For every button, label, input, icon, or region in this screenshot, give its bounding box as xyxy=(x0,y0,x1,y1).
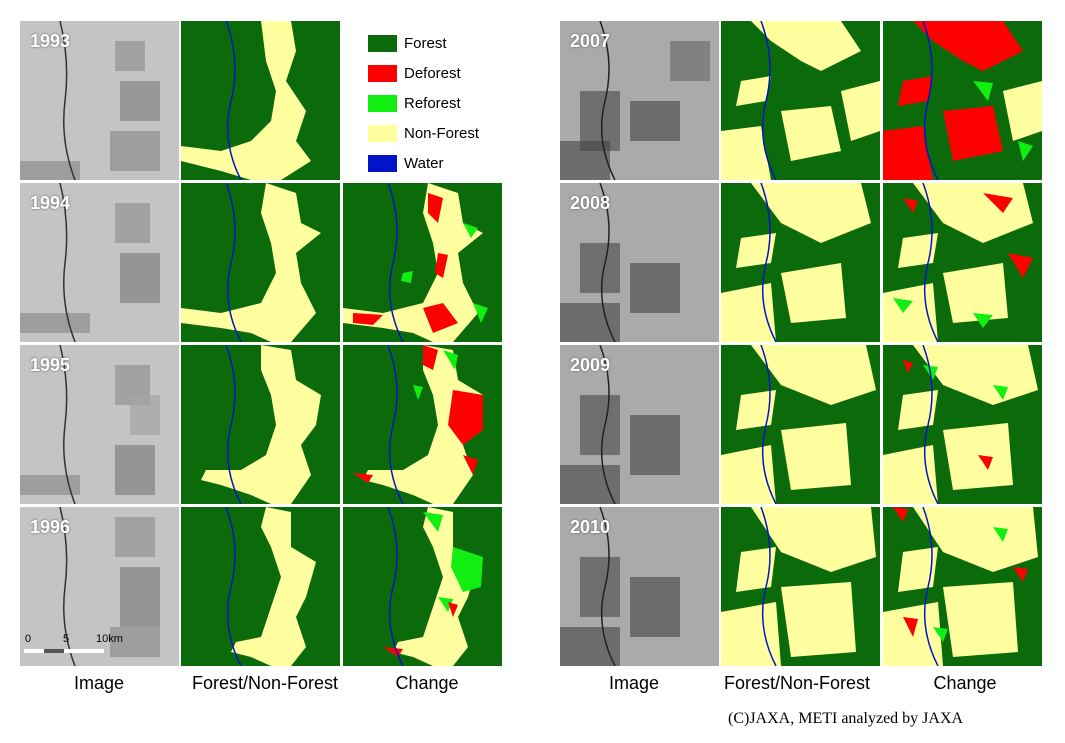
caption-forest-left: Forest/Non-Forest xyxy=(191,673,339,693)
change-map-2009 xyxy=(883,345,1042,504)
swatch-water xyxy=(368,154,397,172)
change-map-2008 xyxy=(883,183,1042,342)
legend-label: Forest xyxy=(404,34,447,52)
change-map-1994 xyxy=(343,183,502,342)
year-label: 2010 xyxy=(570,517,611,537)
year-label: 2009 xyxy=(570,355,611,375)
swatch-reforest xyxy=(368,94,397,112)
change-map-1996 xyxy=(343,507,502,666)
legend-item-deforest: Deforest xyxy=(368,58,479,88)
change-map-2007 xyxy=(883,21,1042,180)
caption-change-right: Change xyxy=(933,673,997,693)
legend: Forest Deforest Reforest Non-Forest Wate… xyxy=(368,28,479,178)
caption-image-left: Image xyxy=(73,673,125,693)
image-panel-1993: 1993 xyxy=(20,21,179,180)
caption-forest-right: Forest/Non-Forest xyxy=(723,673,871,693)
year-label: 1995 xyxy=(30,355,71,375)
forest-map-2008 xyxy=(721,183,880,342)
year-label: 2008 xyxy=(570,193,611,213)
legend-label: Reforest xyxy=(404,94,461,112)
image-panel-1995: 1995 xyxy=(20,345,179,504)
forest-map-1994 xyxy=(181,183,340,342)
forest-map-2009 xyxy=(721,345,880,504)
year-label: 2007 xyxy=(570,31,611,51)
legend-label: Water xyxy=(404,154,444,172)
legend-item-forest: Forest xyxy=(368,28,479,58)
legend-label: Deforest xyxy=(404,64,461,82)
swatch-deforest xyxy=(368,64,397,82)
image-panel-2008: 2008 xyxy=(560,183,719,342)
legend-label: Non-Forest xyxy=(404,124,480,142)
image-panel-2009: 2009 xyxy=(560,345,719,504)
credit-text: (C)JAXA, METI analyzed by JAXA xyxy=(728,710,964,727)
legend-item-water: Water xyxy=(368,148,479,178)
caption-image-right: Image xyxy=(608,673,660,693)
legend-item-reforest: Reforest xyxy=(368,88,479,118)
forest-map-2007 xyxy=(721,21,880,180)
scale-tick-5: 5 xyxy=(63,633,70,645)
image-panel-2007: 2007 xyxy=(560,21,719,180)
year-label: 1996 xyxy=(30,517,71,537)
caption-change-left: Change xyxy=(395,673,459,693)
year-label: 1994 xyxy=(30,193,71,213)
change-map-1995 xyxy=(343,345,502,504)
legend-item-nonforest: Non-Forest xyxy=(368,118,479,148)
forest-map-1995 xyxy=(181,345,340,504)
scale-bar xyxy=(24,649,104,653)
forest-map-1996 xyxy=(181,507,340,666)
image-panel-1996: 1996 0 5 10km xyxy=(20,507,179,666)
change-map-2010 xyxy=(883,507,1042,666)
forest-map-1993 xyxy=(181,21,340,180)
scale-tick-0: 0 xyxy=(25,633,32,645)
swatch-forest xyxy=(368,34,397,52)
forest-map-2010 xyxy=(721,507,880,666)
image-panel-1994: 1994 xyxy=(20,183,179,342)
year-label: 1993 xyxy=(30,31,71,51)
scale-tick-10: 10km xyxy=(96,633,123,645)
image-panel-2010: 2010 xyxy=(560,507,719,666)
swatch-nonforest xyxy=(368,124,397,142)
